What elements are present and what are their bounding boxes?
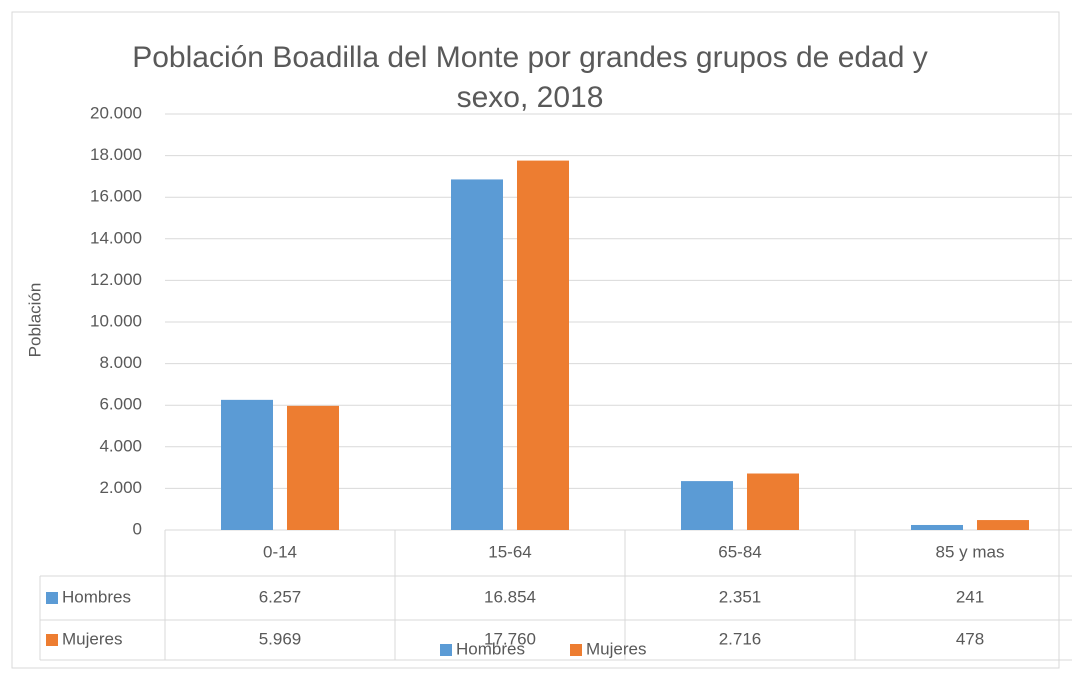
legend-swatch: [570, 644, 582, 656]
table-cell: 5.969: [259, 629, 302, 648]
y-tick-label: 12.000: [90, 270, 142, 289]
bar: [681, 481, 733, 530]
table-cell: 2.716: [719, 629, 762, 648]
y-tick-label: 16.000: [90, 187, 142, 206]
x-tick-label: 85 y mas: [936, 542, 1005, 561]
table-cell: 2.351: [719, 587, 762, 606]
legend-swatch: [46, 634, 58, 646]
legend-label: Hombres: [456, 639, 525, 658]
y-tick-label: 14.000: [90, 228, 142, 247]
x-tick-label: 65-84: [718, 542, 761, 561]
x-tick-label: 15-64: [488, 542, 531, 561]
y-tick-label: 8.000: [99, 353, 142, 372]
legend-label: Mujeres: [586, 639, 646, 658]
y-tick-label: 2.000: [99, 478, 142, 497]
x-tick-label: 0-14: [263, 542, 297, 561]
table-cell: 17.760: [484, 629, 536, 648]
table-cell: 241: [956, 587, 984, 606]
table-cell: 478: [956, 629, 984, 648]
table-cell: 16.854: [484, 587, 536, 606]
bar: [977, 520, 1029, 530]
y-tick-label: 20.000: [90, 103, 142, 122]
bar: [747, 473, 799, 530]
y-tick-label: 18.000: [90, 145, 142, 164]
y-tick-label: 4.000: [99, 436, 142, 455]
bar: [451, 179, 503, 530]
row-header: Hombres: [62, 587, 131, 606]
legend-swatch: [440, 644, 452, 656]
bar: [287, 405, 339, 530]
y-axis-label: Población: [25, 283, 44, 358]
legend-swatch: [46, 592, 58, 604]
y-tick-label: 0: [133, 519, 142, 538]
bar: [221, 399, 273, 530]
table-cell: 6.257: [259, 587, 302, 606]
y-tick-label: 6.000: [99, 395, 142, 414]
row-header: Mujeres: [62, 629, 122, 648]
y-tick-label: 10.000: [90, 311, 142, 330]
bar: [517, 160, 569, 531]
chart-title: Población Boadilla del Monte por grandes…: [132, 41, 928, 114]
bar: [911, 524, 963, 530]
